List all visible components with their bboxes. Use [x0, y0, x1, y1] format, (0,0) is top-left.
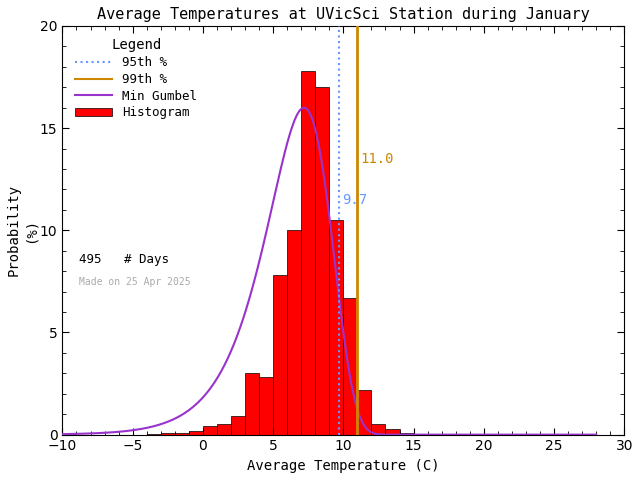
Bar — [357, 390, 371, 434]
Text: Made on 25 Apr 2025: Made on 25 Apr 2025 — [79, 277, 191, 288]
Bar — [273, 275, 287, 434]
Bar — [231, 416, 245, 434]
Bar — [413, 433, 428, 434]
Bar — [301, 71, 316, 434]
Bar — [175, 432, 189, 434]
Bar — [161, 432, 175, 434]
Bar — [399, 432, 413, 434]
Bar — [63, 433, 76, 434]
Bar — [147, 433, 161, 434]
X-axis label: Average Temperature (C): Average Temperature (C) — [247, 459, 440, 473]
Title: Average Temperatures at UVicSci Station during January: Average Temperatures at UVicSci Station … — [97, 7, 589, 22]
Legend: 95th %, 99th %, Min Gumbel, Histogram: 95th %, 99th %, Min Gumbel, Histogram — [68, 32, 204, 126]
Bar — [203, 426, 217, 434]
Bar — [217, 424, 231, 434]
Bar — [330, 220, 343, 434]
Bar — [245, 373, 259, 434]
Bar — [316, 87, 330, 434]
Y-axis label: Probability
(%): Probability (%) — [7, 184, 37, 276]
Bar — [428, 433, 442, 434]
Text: 9.7: 9.7 — [342, 192, 367, 206]
Text: 495   # Days: 495 # Days — [79, 253, 169, 266]
Bar — [189, 431, 203, 434]
Bar — [343, 298, 357, 434]
Text: 11.0: 11.0 — [360, 152, 394, 166]
Bar — [259, 377, 273, 434]
Bar — [287, 230, 301, 434]
Bar — [371, 424, 385, 434]
Bar — [385, 429, 399, 434]
